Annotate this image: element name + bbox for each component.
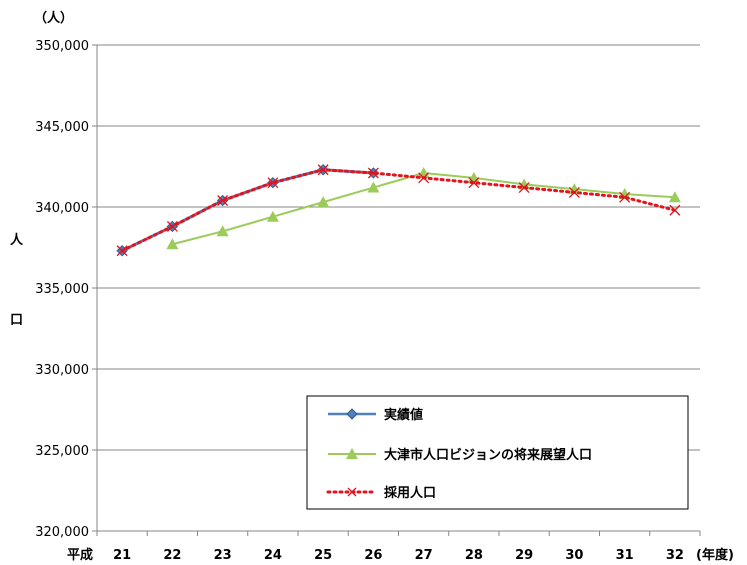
y-tick-label-0: 320,000 <box>35 525 89 540</box>
point-vision-22 <box>166 238 179 250</box>
x-tick-label-25: 25 <box>314 548 332 563</box>
legend: 実績値 大津市人口ビジョンの将来展望人口 採用人口 <box>306 395 689 510</box>
point-vision-32 <box>668 191 681 203</box>
x-tick-label-27: 27 <box>415 548 433 563</box>
point-vision-25 <box>317 196 330 208</box>
x-tick-label-26: 26 <box>364 548 382 563</box>
y-tick-label-2: 330,000 <box>35 363 89 378</box>
y-tick-label-6: 350,000 <box>35 39 89 54</box>
axes <box>96 45 701 536</box>
x-tick-label-22: 22 <box>163 548 181 563</box>
point-vision-26 <box>367 181 380 193</box>
series-line-vision <box>172 171 675 246</box>
point-adopted-21 <box>116 245 128 257</box>
series-0 <box>116 164 380 257</box>
point-adopted-30 <box>568 186 580 198</box>
x-tick-label-21: 21 <box>113 548 131 563</box>
gridlines <box>92 44 700 532</box>
y-tick-label-5: 345,000 <box>35 120 89 135</box>
legend-item-vision: 大津市人口ビジョンの将来展望人口 <box>328 447 592 463</box>
y-tick-label-3: 335,000 <box>35 282 89 297</box>
y-tick-label-4: 340,000 <box>35 201 89 216</box>
series-1 <box>166 166 681 250</box>
point-adopted-26 <box>367 167 379 179</box>
x-tick-label-29: 29 <box>515 548 533 563</box>
y-tick-labels: 320,000 325,000 330,000 335,000 340,000 345,0… <box>35 39 89 540</box>
legend-label-adopted: 採用人口 <box>384 485 436 501</box>
point-adopted-24 <box>267 177 279 189</box>
point-adopted-27 <box>418 172 430 184</box>
x-axis-prefix: 平成 <box>67 547 93 563</box>
y-axis-label-char-2: 口 <box>10 313 23 328</box>
y-axis-label-char-1: 人 <box>10 232 24 248</box>
series-line-adopted <box>120 168 677 253</box>
x-tick-label-23: 23 <box>214 548 232 563</box>
point-vision-24 <box>266 210 279 222</box>
x-tick-label-28: 28 <box>465 548 483 563</box>
series-line-actual <box>121 168 374 253</box>
legend-item-actual: 実績値 <box>328 407 423 423</box>
point-adopted-31 <box>619 191 631 203</box>
series-layer <box>116 164 681 257</box>
point-adopted-29 <box>518 182 530 194</box>
x-tick-labels: 21 22 23 24 25 26 27 28 29 30 31 32 <box>113 548 684 563</box>
legend-label-actual: 実績値 <box>384 407 423 423</box>
x-tick-label-32: 32 <box>666 548 684 563</box>
legend-marker-actual <box>346 408 358 420</box>
x-tick-label-24: 24 <box>264 548 282 563</box>
point-adopted-25 <box>317 164 329 176</box>
point-adopted-32 <box>669 204 681 216</box>
legend-box <box>306 395 689 510</box>
legend-marker-vision <box>346 448 358 459</box>
point-vision-23 <box>216 225 229 237</box>
x-tick-label-31: 31 <box>616 548 634 563</box>
y-unit-label: （人） <box>34 10 73 26</box>
legend-label-vision: 大津市人口ビジョンの将来展望人口 <box>384 447 592 463</box>
y-tick-label-1: 325,000 <box>35 444 89 459</box>
x-tick-label-30: 30 <box>565 548 583 563</box>
point-adopted-28 <box>468 177 480 189</box>
legend-item-adopted: 採用人口 <box>326 485 436 501</box>
x-axis-suffix: (年度) <box>696 547 734 563</box>
point-adopted-23 <box>217 195 229 206</box>
series-2 <box>116 164 681 257</box>
legend-marker-adopted <box>347 487 357 497</box>
point-adopted-22 <box>166 220 178 232</box>
